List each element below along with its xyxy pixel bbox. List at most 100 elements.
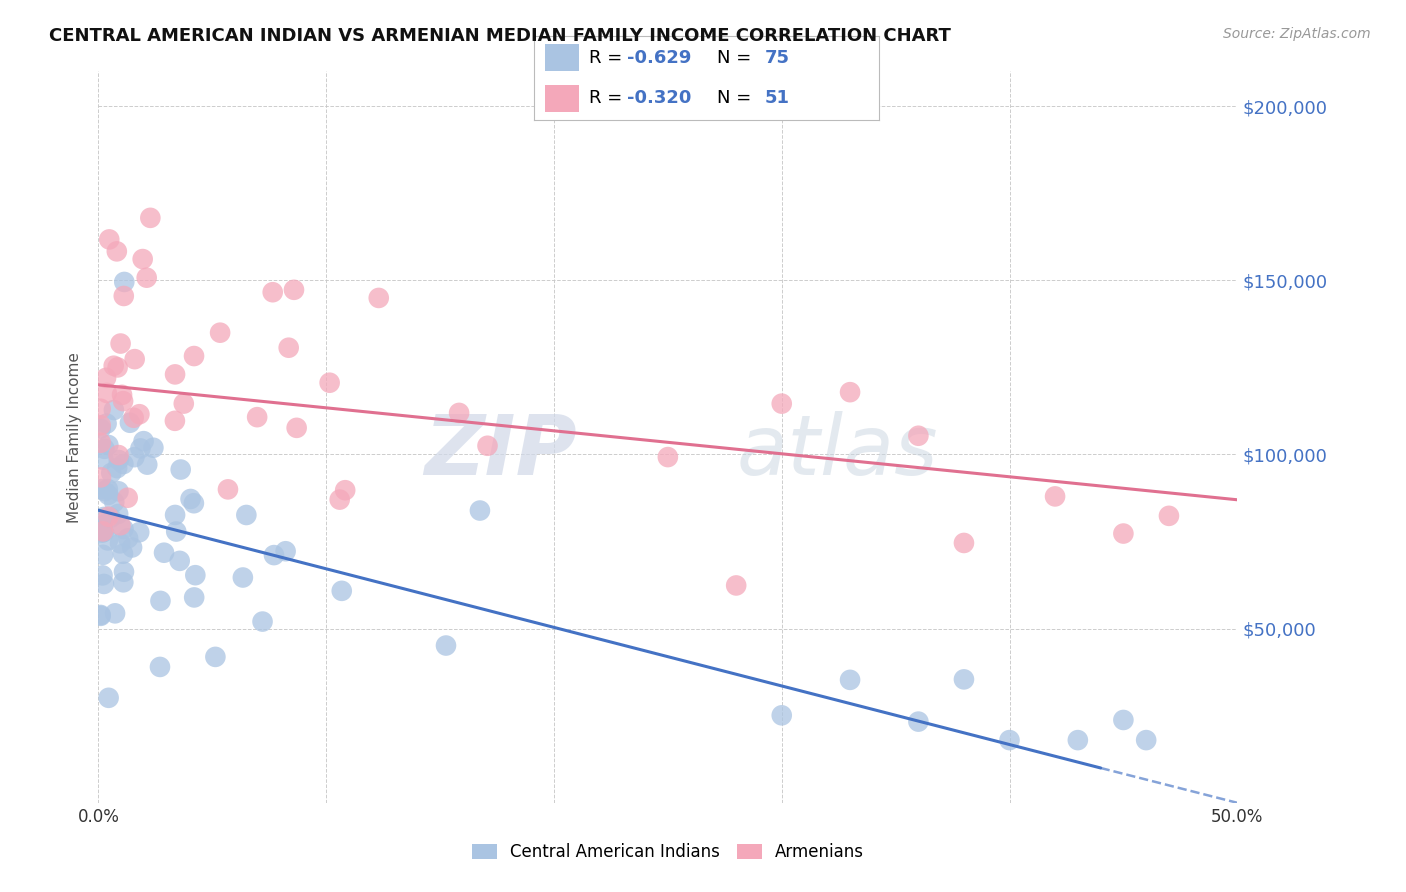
Point [149,660,172,674]
Point [839,385,862,400]
Point [1043,490,1066,504]
Text: R =: R = [589,89,628,107]
Legend: Central American Indians, Armenians: Central American Indians, Armenians [465,837,870,868]
Point [277,341,299,355]
Point [263,548,285,562]
Point [94,371,117,385]
Point [117,491,139,505]
Point [103,403,125,417]
Point [91,519,114,533]
Point [90,401,112,416]
Point [907,429,929,443]
Point [91,568,114,582]
Point [107,484,129,499]
Point [110,336,132,351]
Point [907,714,929,729]
Point [91,548,114,562]
Point [93,524,115,539]
Point [124,352,146,367]
Point [93,442,115,456]
Point [153,546,176,560]
Point [111,547,134,561]
Point [149,594,172,608]
Point [283,283,305,297]
Point [97,488,120,502]
Point [129,442,152,456]
Point [91,524,114,539]
Point [90,435,112,450]
Point [183,591,205,605]
Point [107,507,129,521]
Point [111,388,134,402]
Point [139,211,162,225]
Point [112,394,135,409]
Point [121,541,143,555]
Point [128,407,150,421]
Point [163,414,186,428]
Point [169,554,191,568]
Point [165,368,187,382]
Point [274,544,297,558]
Point [1135,733,1157,747]
Point [953,673,976,687]
Point [112,575,135,590]
Point [173,396,195,410]
Point [449,406,471,420]
Point [330,583,353,598]
Point [335,483,357,498]
Text: 75: 75 [765,49,790,67]
Point [657,450,679,464]
Text: R =: R = [589,49,628,67]
Point [122,410,145,425]
Text: -0.629: -0.629 [627,49,692,67]
Point [97,482,120,496]
Point [105,461,128,475]
Point [318,376,340,390]
Point [112,565,135,579]
Point [100,510,122,524]
Point [112,275,135,289]
FancyBboxPatch shape [544,45,579,71]
Point [209,326,232,340]
Point [183,349,205,363]
Point [180,491,202,506]
Point [117,531,139,545]
Point [96,386,118,401]
Point [1157,508,1180,523]
Point [104,607,127,621]
Text: ZIP: ZIP [425,411,576,492]
Point [136,458,159,472]
Point [477,439,499,453]
Point [93,577,115,591]
Point [90,470,112,484]
Point [107,360,129,375]
Point [97,533,120,548]
Point [97,690,120,705]
Point [97,509,120,524]
Point [142,441,165,455]
Point [90,518,112,533]
Point [170,462,193,476]
Point [725,578,748,592]
Point [246,410,269,425]
Point [108,536,131,550]
Point [90,607,112,622]
Point [128,525,150,540]
Point [953,536,976,550]
Point [998,733,1021,747]
Point [232,570,254,584]
Point [184,568,207,582]
Point [132,434,155,449]
Point [135,270,157,285]
Point [252,615,274,629]
Point [367,291,389,305]
Point [110,518,132,533]
Point [262,285,284,300]
Point [118,416,141,430]
Point [90,482,112,496]
Point [103,495,125,509]
Point [105,244,128,259]
Text: CENTRAL AMERICAN INDIAN VS ARMENIAN MEDIAN FAMILY INCOME CORRELATION CHART: CENTRAL AMERICAN INDIAN VS ARMENIAN MEDI… [49,27,950,45]
Point [91,525,114,540]
Point [124,450,146,465]
